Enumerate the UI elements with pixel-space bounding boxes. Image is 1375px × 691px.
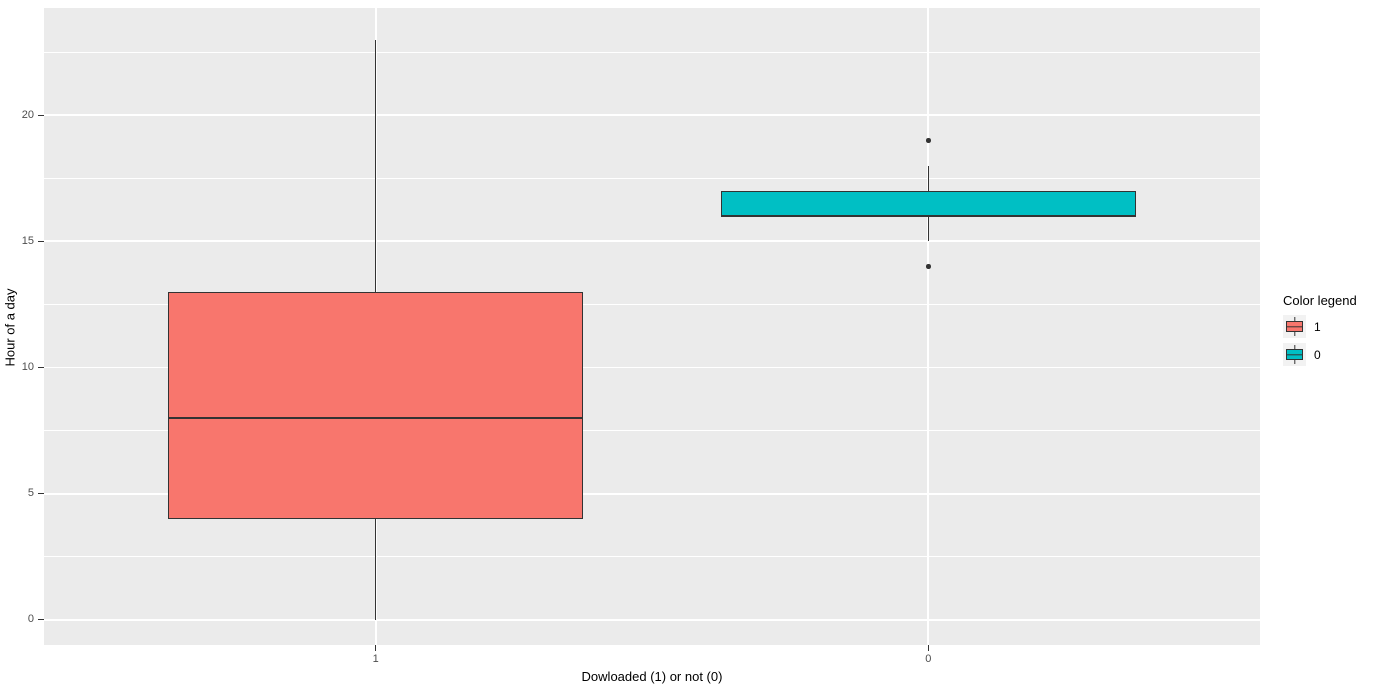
y-major-gridline	[44, 240, 1260, 243]
legend-item: 1	[1283, 315, 1357, 338]
y-tick-label: 15	[21, 234, 34, 247]
legend-item-label: 1	[1314, 319, 1321, 334]
legend-item-label: 0	[1314, 347, 1321, 362]
legend-key-boxplot-icon	[1283, 315, 1306, 338]
legend-title: Color legend	[1283, 293, 1357, 308]
y-major-gridline	[44, 492, 1260, 495]
y-major-gridline	[44, 618, 1260, 621]
y-tick-label: 0	[27, 613, 34, 626]
y-tick-mark	[38, 366, 44, 369]
y-tick-mark	[38, 240, 44, 242]
y-tick-label: 5	[27, 487, 34, 500]
y-tick-mark	[38, 619, 44, 621]
y-minor-gridline	[44, 556, 1260, 558]
boxplot-box	[721, 190, 1136, 217]
outlier-point	[926, 264, 931, 269]
legend-key-median	[1286, 325, 1303, 328]
x-axis-title: Dowloaded (1) or not (0)	[581, 669, 723, 684]
y-tick-mark	[38, 114, 44, 116]
x-major-gridline	[927, 8, 930, 645]
y-axis-title: Hour of a day	[2, 288, 18, 367]
x-tick-label: 0	[925, 653, 932, 665]
legend-item: 0	[1283, 343, 1357, 366]
y-minor-gridline	[44, 177, 1260, 179]
legend-key-median	[1286, 353, 1303, 356]
y-minor-gridline	[44, 430, 1260, 432]
y-tick-mark	[38, 492, 44, 495]
y-tick-label: 10	[21, 360, 34, 373]
boxplot-median	[168, 416, 583, 420]
outlier-point	[926, 138, 931, 143]
y-minor-gridline	[44, 51, 1260, 53]
legend-key-boxplot-icon	[1283, 343, 1306, 366]
y-minor-gridline	[44, 303, 1260, 305]
x-tick-mark	[374, 645, 377, 651]
y-major-gridline	[44, 366, 1260, 369]
y-tick-label: 20	[21, 108, 34, 121]
x-tick-mark	[927, 645, 929, 651]
boxplot-median	[721, 214, 1136, 218]
boxplot-box	[168, 291, 583, 519]
x-tick-label: 1	[372, 653, 379, 665]
y-major-gridline	[44, 114, 1260, 117]
plot-panel	[44, 8, 1260, 645]
